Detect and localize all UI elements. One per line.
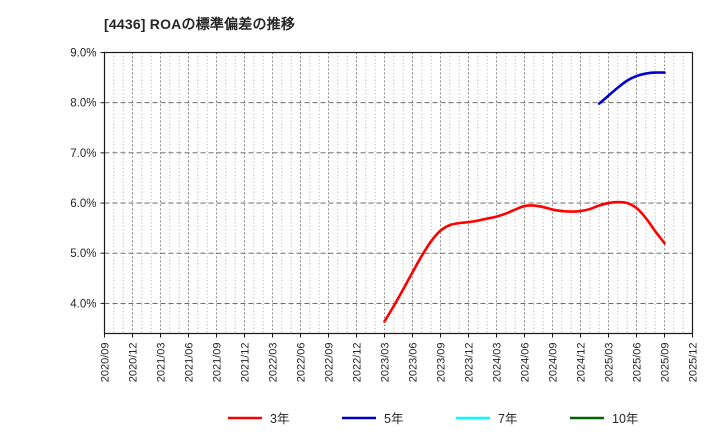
- x-tick-label: 2023/03: [380, 343, 392, 383]
- x-tick-label: 2020/09: [100, 343, 112, 383]
- chart-title: [4436] ROAの標準偏差の推移: [104, 16, 296, 32]
- x-tick-label: 2023/06: [408, 343, 420, 383]
- legend-label-3: 10年: [612, 412, 638, 426]
- x-tick-label: 2021/09: [212, 343, 224, 383]
- x-tick-label: 2022/03: [268, 343, 280, 383]
- x-tick-label: 2024/03: [492, 343, 504, 383]
- series-line-1: [597, 71, 666, 105]
- x-tick-label: 2022/06: [296, 343, 308, 383]
- legend-label-0: 3年: [270, 412, 289, 426]
- x-tick-label: 2023/12: [464, 343, 476, 383]
- x-tick-label: 2025/12: [688, 343, 700, 383]
- y-tick-label: 9.0%: [70, 48, 96, 60]
- x-tick-label: 2020/12: [128, 343, 140, 383]
- y-tick-label: 8.0%: [70, 98, 96, 110]
- plot-frame: [103, 51, 694, 335]
- legend: 3年 5年 7年 10年: [228, 412, 638, 426]
- x-tick-label: 2025/03: [604, 343, 616, 383]
- series-line-0: [383, 200, 666, 323]
- y-axis-ticks: 4.0% 5.0% 6.0% 7.0% 8.0% 9.0%: [70, 48, 105, 310]
- x-tick-label: 2025/06: [632, 343, 644, 383]
- x-tick-label: 2021/03: [156, 343, 168, 383]
- plot-border: [103, 51, 694, 335]
- grid-minor-vertical: [113, 52, 684, 334]
- x-tick-label: 2022/12: [352, 343, 364, 383]
- x-axis-ticks: 2020/09 2020/12 2021/03 2021/06 2021/09 2021/…: [100, 333, 700, 383]
- x-tick-label: 2024/06: [520, 343, 532, 383]
- y-tick-label: 5.0%: [70, 248, 96, 260]
- x-tick-label: 2023/09: [436, 343, 448, 383]
- data-series-group: [383, 71, 666, 323]
- grid-horizontal: [104, 102, 693, 304]
- x-tick-label: 2025/09: [660, 343, 672, 383]
- y-tick-label: 7.0%: [70, 148, 96, 160]
- x-tick-label: 2024/12: [576, 343, 588, 383]
- grid-major-vertical: [104, 52, 693, 334]
- x-tick-label: 2024/09: [548, 343, 560, 383]
- y-tick-label: 4.0%: [70, 298, 96, 310]
- legend-label-2: 7年: [498, 412, 517, 426]
- x-tick-label: 2022/09: [324, 343, 336, 383]
- x-tick-label: 2021/12: [240, 343, 252, 383]
- y-tick-label: 6.0%: [70, 198, 96, 210]
- x-tick-label: 2021/06: [184, 343, 196, 383]
- legend-label-1: 5年: [384, 412, 403, 426]
